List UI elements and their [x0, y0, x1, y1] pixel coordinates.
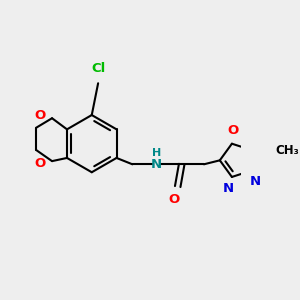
Text: N: N [250, 176, 261, 188]
Text: H: H [152, 148, 161, 158]
Text: Cl: Cl [92, 62, 106, 75]
Text: O: O [168, 193, 179, 206]
Text: N: N [151, 158, 162, 171]
Text: O: O [227, 124, 238, 137]
Text: O: O [34, 157, 46, 170]
Text: CH₃: CH₃ [275, 144, 299, 157]
Text: N: N [222, 182, 233, 195]
Text: O: O [34, 109, 46, 122]
